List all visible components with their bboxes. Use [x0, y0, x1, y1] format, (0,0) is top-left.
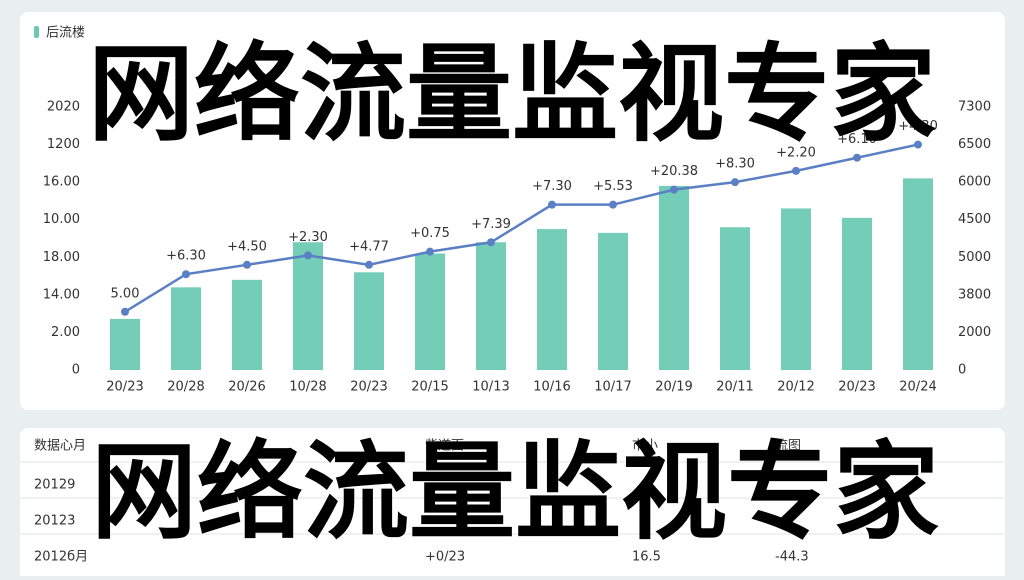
y-tick-label: 0 [72, 363, 80, 378]
table-cell: -44.3 [775, 550, 809, 565]
line-point [426, 247, 434, 256]
bar [415, 253, 445, 370]
line-point [548, 200, 556, 209]
bar [842, 217, 872, 370]
line-point [121, 307, 129, 316]
bar [354, 272, 384, 370]
table-cell: 20129 [34, 478, 75, 493]
line-point [853, 153, 861, 162]
x-tick-label: 20/23 [106, 380, 143, 395]
data-label: +2.30 [288, 230, 328, 245]
y2-tick-label: 6000 [958, 175, 991, 190]
line-point [182, 270, 190, 279]
header-marker [34, 26, 39, 38]
y-tick-label: 18.00 [43, 250, 80, 265]
data-label: +8.30 [715, 157, 755, 172]
bar [598, 232, 628, 370]
bar [476, 242, 506, 370]
x-tick-label: 20/19 [655, 380, 692, 395]
bar [903, 178, 933, 370]
bar [293, 242, 323, 370]
table-card [20, 428, 1005, 580]
bar [232, 279, 262, 370]
y2-tick-label: 7300 [958, 100, 991, 115]
table-cell: 20123 [34, 514, 75, 529]
x-tick-label: 20/23 [838, 380, 875, 395]
line-point [731, 178, 739, 187]
y2-tick-label: 6500 [958, 137, 991, 152]
y-tick-label: 2020 [47, 100, 80, 115]
header-title: 后流楼 [46, 26, 85, 41]
data-label: +0.75 [410, 226, 450, 241]
bar [110, 318, 140, 370]
x-tick-label: 10/28 [289, 380, 326, 395]
x-tick-label: 10/16 [533, 380, 570, 395]
line-point [914, 140, 922, 149]
overlay-title: 网络流量监视专家 [88, 33, 936, 156]
data-label: +7.39 [471, 217, 511, 232]
table-cell: 16.5 [632, 550, 661, 565]
line-point [609, 200, 617, 209]
data-label: +4.30 [898, 119, 938, 134]
line-point [365, 260, 373, 269]
y2-tick-label: 3800 [958, 287, 991, 302]
x-tick-label: 20/24 [899, 380, 936, 395]
table-header: 市小 [632, 438, 658, 454]
y-tick-label: 1200 [47, 137, 80, 152]
data-label: +5.53 [593, 179, 633, 194]
x-tick-label: 20/26 [228, 380, 265, 395]
line-point [670, 185, 678, 194]
y2-tick-label: 4500 [958, 212, 991, 227]
y2-tick-label: 0 [958, 363, 966, 378]
x-tick-label: 20/12 [777, 380, 814, 395]
x-tick-label: 20/15 [411, 380, 448, 395]
data-label: +20.38 [650, 164, 698, 179]
table-header: 紫道面 [425, 439, 464, 454]
bar [720, 227, 750, 370]
data-label: +7.30 [532, 179, 572, 194]
overlay-title: 网络流量监视专家 [91, 431, 939, 554]
data-label: +4.50 [227, 239, 267, 254]
data-label: +6.10 [837, 132, 877, 147]
line-point [243, 260, 251, 269]
data-label: 5.00 [111, 286, 140, 301]
data-label: +4.77 [349, 239, 389, 254]
line [124, 143, 919, 313]
bar [659, 185, 689, 370]
bar [171, 287, 201, 370]
bar [537, 229, 567, 370]
table-header: 流图 [775, 439, 801, 454]
x-tick-label: 10/17 [594, 380, 631, 395]
y-tick-label: 16.00 [43, 175, 80, 190]
line-point [487, 238, 495, 247]
y2-tick-label: 2000 [958, 325, 991, 340]
y-tick-label: 10.00 [43, 212, 80, 227]
table-header: 数据心月 [34, 439, 86, 454]
x-tick-label: 20/11 [716, 380, 753, 395]
line-point [304, 251, 312, 260]
bar [781, 208, 811, 370]
line-point [792, 166, 800, 175]
y-tick-label: 14.00 [43, 287, 80, 302]
data-label: +2.20 [776, 145, 816, 160]
y2-tick-label: 5000 [958, 250, 991, 265]
x-tick-label: 20/28 [167, 380, 204, 395]
table-cell: 2012б月 [34, 550, 88, 565]
x-tick-label: 10/13 [472, 380, 509, 395]
chart-card [20, 12, 1005, 410]
y-tick-label: 2.00 [51, 325, 80, 340]
data-label: +6.30 [166, 249, 206, 264]
x-tick-label: 20/23 [350, 380, 387, 395]
table-cell: +0/23 [425, 550, 465, 565]
